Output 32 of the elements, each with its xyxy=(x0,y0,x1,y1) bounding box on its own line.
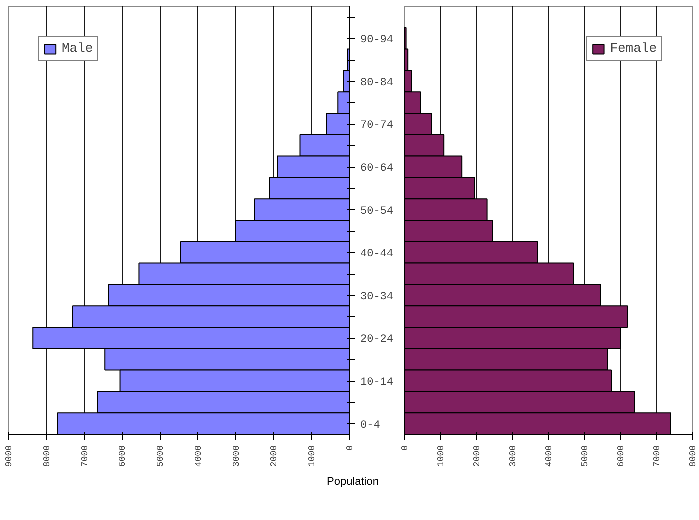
x-tick-label: 5000 xyxy=(580,445,590,468)
legend-label: Female xyxy=(610,41,657,56)
x-tick-label: 6000 xyxy=(616,445,626,468)
x-tick-label: 6000 xyxy=(118,445,128,468)
x-tick-label: 4000 xyxy=(544,445,554,468)
x-tick-label: 2000 xyxy=(270,445,280,468)
x-tick-label: 4000 xyxy=(194,445,204,468)
x-axis-title: Population xyxy=(327,475,379,490)
x-tick-label: 3000 xyxy=(232,445,242,468)
y-tick-label: 80-84 xyxy=(360,77,394,90)
x-tick-label: 7000 xyxy=(80,445,90,468)
legend-label: Male xyxy=(62,41,94,56)
y-tick-label: 90-94 xyxy=(360,34,394,47)
x-tick-label: 2000 xyxy=(472,445,482,468)
y-tick-label: 40-44 xyxy=(360,248,394,261)
x-tick-label: 5000 xyxy=(156,445,166,468)
x-tick-label: 0 xyxy=(346,445,356,451)
y-tick-label: 70-74 xyxy=(360,120,394,132)
x-tick-label: 3000 xyxy=(508,445,518,468)
x-tick-label: 0 xyxy=(400,445,410,451)
x-tick-label: 8000 xyxy=(688,445,698,468)
x-tick-label: 9000 xyxy=(4,445,14,468)
y-tick-label: 60-64 xyxy=(360,163,394,175)
y-tick-label: 0-4 xyxy=(360,420,381,432)
y-tick-label: 10-14 xyxy=(360,377,394,389)
x-tick-label: 1000 xyxy=(436,445,446,468)
y-tick-label: 50-54 xyxy=(360,206,394,218)
x-tick-label: 1000 xyxy=(308,445,318,468)
y-tick-label: 30-34 xyxy=(360,291,394,304)
y-tick-label: 20-24 xyxy=(360,334,394,346)
x-tick-label: 7000 xyxy=(652,445,662,468)
x-tick-label: 8000 xyxy=(42,445,52,468)
